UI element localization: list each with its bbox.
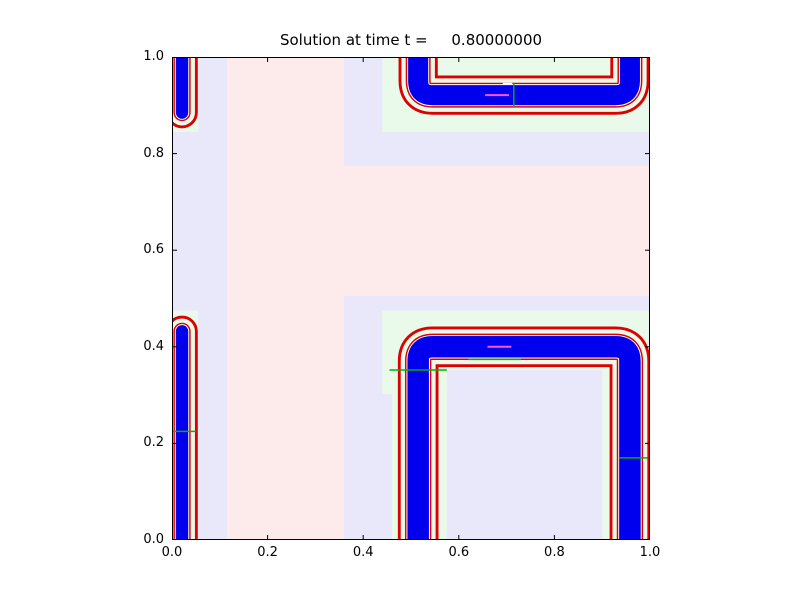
y-tick-label: 0.8 bbox=[143, 145, 164, 161]
contour-region bbox=[226, 57, 345, 540]
x-tick-label: 0.2 bbox=[257, 545, 278, 560]
x-tick-label: 0.8 bbox=[544, 545, 565, 560]
y-tick-label: 1.0 bbox=[143, 49, 164, 64]
contour-region bbox=[446, 369, 603, 540]
plot-title: Solution at time t = 0.80000000 bbox=[279, 31, 543, 49]
axes-frame bbox=[172, 57, 650, 540]
x-tick-label: 0.4 bbox=[352, 545, 374, 560]
lower-right-interface-band bbox=[407, 336, 641, 540]
y-tick-label: 0.6 bbox=[143, 242, 164, 258]
y-tick-label: 0.2 bbox=[143, 435, 164, 451]
y-tick-label: 0.0 bbox=[143, 532, 164, 547]
y-tick-label: 0.4 bbox=[143, 338, 164, 354]
x-tick-label: 0.0 bbox=[161, 545, 183, 560]
upper-right-interface-band bbox=[408, 57, 640, 106]
x-tick-label: 1.0 bbox=[639, 545, 661, 560]
plot-area bbox=[172, 57, 650, 540]
contour-region bbox=[226, 165, 650, 297]
contour-plot bbox=[172, 57, 650, 540]
x-tick-label: 0.6 bbox=[448, 545, 470, 560]
